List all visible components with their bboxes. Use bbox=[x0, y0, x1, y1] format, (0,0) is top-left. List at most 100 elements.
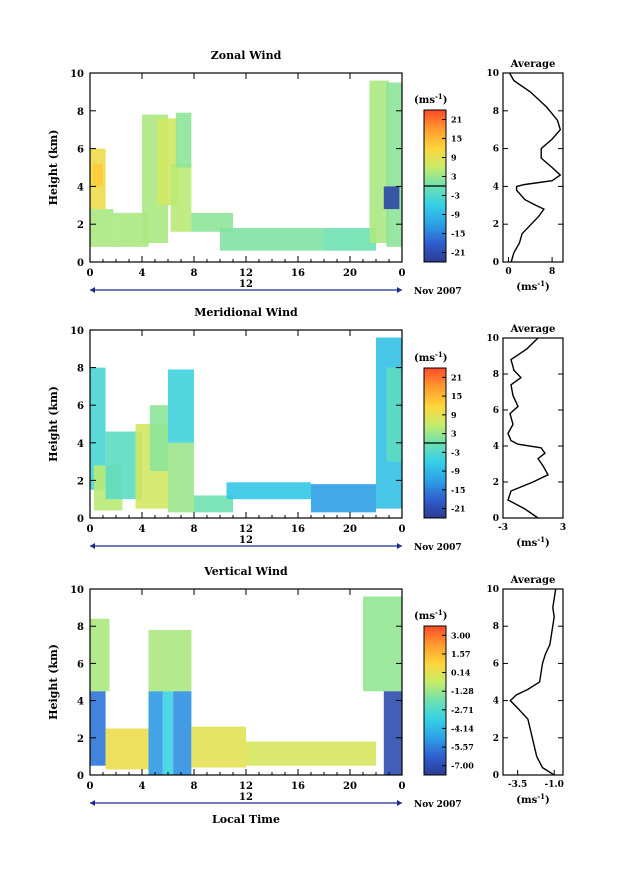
y-tick-label: 2 bbox=[77, 476, 84, 487]
average-y-tick-label: 4 bbox=[493, 182, 499, 192]
colorbar-tick-label: -15 bbox=[451, 229, 465, 239]
average-frame bbox=[502, 588, 564, 776]
heatmap-cell bbox=[148, 691, 163, 775]
y-tick-label: 0 bbox=[77, 258, 84, 269]
x-tick-label: 0 bbox=[399, 268, 406, 279]
average-y-tick-label: 4 bbox=[493, 442, 499, 452]
colorbar-tick-label: -21 bbox=[451, 248, 465, 258]
colorbar-unit: (ms-1) bbox=[414, 350, 447, 364]
average-x-tick-label: 8 bbox=[549, 267, 555, 277]
colorbar-tick-label: 15 bbox=[451, 134, 462, 144]
panel-title: Vertical Wind bbox=[203, 565, 288, 578]
day-axis-arrow bbox=[90, 287, 95, 293]
x-tick-label: 8 bbox=[191, 781, 198, 792]
average-y-tick-label: 8 bbox=[493, 622, 499, 632]
heatmap-cell bbox=[90, 691, 106, 766]
average-title: Average bbox=[510, 59, 556, 70]
heatmap-cell bbox=[386, 82, 402, 247]
average-x-tick-label: -3.5 bbox=[508, 780, 527, 790]
y-tick-label: 4 bbox=[77, 182, 84, 193]
heatmap-cell bbox=[168, 442, 194, 513]
heatmap-cell bbox=[194, 495, 233, 513]
average-y-tick-label: 0 bbox=[493, 258, 499, 268]
y-axis-label: Height (km) bbox=[47, 644, 60, 720]
x-tick-label: 20 bbox=[343, 268, 357, 279]
y-tick-label: 0 bbox=[77, 771, 84, 782]
average-y-tick-label: 10 bbox=[486, 334, 499, 344]
x-axis-label: Local Time bbox=[212, 813, 280, 826]
panel-title: Meridional Wind bbox=[194, 306, 298, 319]
y-tick-label: 10 bbox=[70, 326, 84, 337]
x-tick-label: 0 bbox=[87, 781, 94, 792]
average-frame bbox=[502, 337, 564, 519]
average-unit: (ms-1) bbox=[516, 792, 549, 806]
average-frame bbox=[502, 72, 564, 263]
average-x-tick-label: 3 bbox=[560, 523, 566, 533]
x-tick-label: 4 bbox=[139, 268, 146, 279]
heatmap-cell bbox=[149, 405, 168, 471]
average-y-tick-label: 2 bbox=[493, 478, 499, 488]
day-label: 12 bbox=[239, 279, 253, 290]
y-tick-label: 2 bbox=[77, 220, 84, 231]
heatmap-cell bbox=[105, 728, 149, 770]
heatmap-cell bbox=[220, 227, 324, 251]
heatmap-cell bbox=[246, 741, 376, 766]
heatmap-cell bbox=[92, 163, 103, 187]
average-title: Average bbox=[510, 324, 556, 335]
y-tick-label: 8 bbox=[77, 364, 84, 375]
colorbar-tick-label: 0.14 bbox=[451, 668, 471, 678]
colorbar-tick-label: 3.00 bbox=[451, 630, 471, 640]
colorbar-tick-label: 3 bbox=[451, 172, 457, 182]
average-y-tick-label: 2 bbox=[493, 734, 499, 744]
x-tick-label: 0 bbox=[399, 781, 406, 792]
average-x-tick-label: -1.0 bbox=[545, 780, 564, 790]
average-y-tick-label: 4 bbox=[493, 697, 499, 707]
heatmap-cell bbox=[363, 596, 402, 692]
heatmap-cell bbox=[90, 367, 106, 490]
x-tick-label: 8 bbox=[191, 268, 198, 279]
y-tick-label: 2 bbox=[77, 734, 84, 745]
colorbar-unit: (ms-1) bbox=[414, 92, 447, 106]
colorbar-tick-label: -3 bbox=[451, 447, 460, 457]
day-axis-arrow bbox=[397, 287, 402, 293]
heatmap-cell bbox=[383, 691, 402, 775]
colorbar-tick-label: 9 bbox=[451, 410, 457, 420]
average-title: Average bbox=[510, 575, 556, 586]
heatmap-cell bbox=[383, 186, 400, 210]
y-tick-label: 8 bbox=[77, 622, 84, 633]
x-tick-label: 20 bbox=[343, 524, 357, 535]
y-tick-label: 4 bbox=[77, 439, 84, 450]
y-tick-label: 4 bbox=[77, 697, 84, 708]
colorbar bbox=[423, 625, 447, 776]
y-tick-label: 6 bbox=[77, 145, 84, 156]
heatmap-cell bbox=[191, 726, 246, 768]
day-label: 12 bbox=[239, 792, 253, 803]
heatmap-cell bbox=[311, 484, 376, 513]
colorbar-tick-label: -15 bbox=[451, 485, 465, 495]
average-y-tick-label: 0 bbox=[493, 771, 499, 781]
day-label: 12 bbox=[239, 535, 253, 546]
day-axis-arrow bbox=[397, 800, 402, 806]
average-profile-line bbox=[508, 72, 562, 263]
y-tick-label: 10 bbox=[70, 585, 84, 596]
x-tick-label: 12 bbox=[239, 268, 253, 279]
x-tick-label: 16 bbox=[291, 781, 305, 792]
y-axis-label: Height (km) bbox=[47, 130, 60, 206]
y-tick-label: 6 bbox=[77, 401, 84, 412]
heatmap-cell bbox=[90, 618, 110, 692]
y-axis-label: Height (km) bbox=[47, 386, 60, 462]
panel-title: Zonal Wind bbox=[211, 49, 282, 62]
colorbar-tick-label: -9 bbox=[451, 466, 460, 476]
average-y-tick-label: 10 bbox=[486, 585, 499, 595]
average-y-tick-label: 6 bbox=[493, 145, 499, 155]
colorbar-tick-label: -1.28 bbox=[451, 686, 474, 696]
x-tick-label: 0 bbox=[87, 524, 94, 535]
heatmap-cell bbox=[168, 369, 194, 443]
x-tick-label: 20 bbox=[343, 781, 357, 792]
average-y-tick-label: 2 bbox=[493, 220, 499, 230]
colorbar-tick-label: 1.57 bbox=[451, 649, 470, 659]
day-axis-arrow bbox=[90, 543, 95, 549]
average-unit: (ms-1) bbox=[516, 535, 549, 549]
